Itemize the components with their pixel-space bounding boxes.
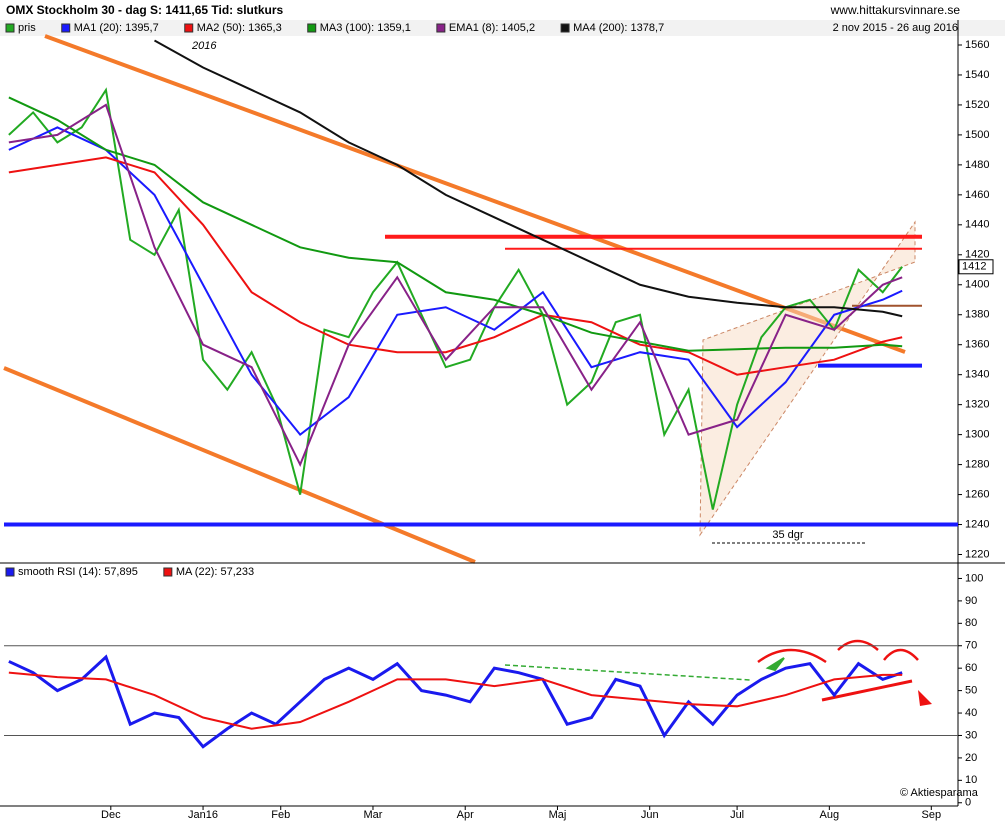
- legend-swatch: [5, 23, 15, 33]
- legend-label: EMA1 (8): 1405,2: [449, 22, 535, 34]
- y-tick-label: 1280: [965, 458, 989, 470]
- series-line: [8, 654, 903, 749]
- y-tick-label: 20: [965, 752, 977, 764]
- x-tick-label: Jul: [730, 809, 744, 821]
- legend-label: pris: [18, 22, 36, 34]
- legend-bar: [0, 20, 1005, 36]
- chart-title: OMX Stockholm 30 - dag S: 1411,65 Tid: s…: [6, 3, 284, 17]
- credit: © Aktiesparama: [900, 787, 979, 799]
- legend-label: MA (22): 57,233: [176, 566, 254, 578]
- x-tick-label: Jun: [641, 809, 659, 821]
- x-tick-label: Jan16: [188, 809, 218, 821]
- y-tick-label: 1340: [965, 369, 989, 381]
- series-line: [8, 126, 903, 437]
- legend-swatch: [61, 23, 71, 33]
- legend-swatch: [184, 23, 194, 33]
- y-tick-label: 1560: [965, 39, 989, 51]
- y-tick-label: 1480: [965, 159, 989, 171]
- series-line: [8, 156, 903, 376]
- y-tick-label: 10: [965, 774, 977, 786]
- y-tick-label: 1320: [965, 399, 989, 411]
- x-tick-label: Dec: [101, 809, 121, 821]
- x-tick-label: Maj: [549, 809, 567, 821]
- y-tick-label: 30: [965, 729, 977, 741]
- last-price-box: [958, 259, 994, 275]
- y-tick-label: 1540: [965, 69, 989, 81]
- legend-swatch: [560, 23, 570, 33]
- legend-label: MA1 (20): 1395,7: [74, 22, 159, 34]
- y-tick-label: 90: [965, 595, 977, 607]
- last-price: 1412: [962, 261, 986, 273]
- y-tick-label: 1360: [965, 339, 989, 351]
- span-note: 35 dgr: [772, 529, 804, 541]
- series-line: [8, 671, 903, 730]
- y-tick-label: 1440: [965, 219, 989, 231]
- y-tick-label: 1300: [965, 429, 989, 441]
- y-tick-label: 40: [965, 707, 977, 719]
- y-tick-label: 1420: [965, 249, 989, 261]
- y-tick-label: 80: [965, 617, 977, 629]
- y-tick-label: 1220: [965, 548, 989, 560]
- legend-swatch: [5, 567, 15, 577]
- legend-label: MA4 (200): 1378,7: [573, 22, 664, 34]
- x-tick-label: Apr: [457, 809, 474, 821]
- x-tick-label: Aug: [820, 809, 840, 821]
- y-tick-label: 1240: [965, 518, 989, 530]
- legend-label: smooth RSI (14): 57,895: [18, 566, 138, 578]
- y-tick-label: 1380: [965, 309, 989, 321]
- legend-swatch: [163, 567, 173, 577]
- legend-label: MA3 (100): 1359,1: [320, 22, 411, 34]
- y-tick-label: 50: [965, 685, 977, 697]
- x-tick-label: Mar: [364, 809, 383, 821]
- year-note: 2016: [191, 40, 217, 52]
- legend-label: MA2 (50): 1365,3: [197, 22, 282, 34]
- legend-swatch: [307, 23, 317, 33]
- y-tick-label: 0: [965, 797, 971, 809]
- y-tick-label: 1500: [965, 129, 989, 141]
- legend-swatch: [436, 23, 446, 33]
- series-line: [8, 103, 903, 468]
- y-tick-label: 1260: [965, 488, 989, 500]
- trend-lines: [3, 34, 932, 706]
- date-range: 2 nov 2015 - 26 aug 2016: [833, 22, 958, 34]
- y-tick-label: 60: [965, 662, 977, 674]
- x-tick-label: Feb: [271, 809, 290, 821]
- x-tick-label: Sep: [922, 809, 942, 821]
- y-tick-label: 1520: [965, 99, 989, 111]
- y-tick-label: 1460: [965, 189, 989, 201]
- site: www.hittakursvinnare.se: [830, 3, 961, 17]
- y-tick-label: 70: [965, 640, 977, 652]
- series-line: [154, 39, 903, 318]
- y-tick-label: 100: [965, 572, 983, 584]
- series-line: [8, 96, 903, 352]
- y-tick-label: 1400: [965, 279, 989, 291]
